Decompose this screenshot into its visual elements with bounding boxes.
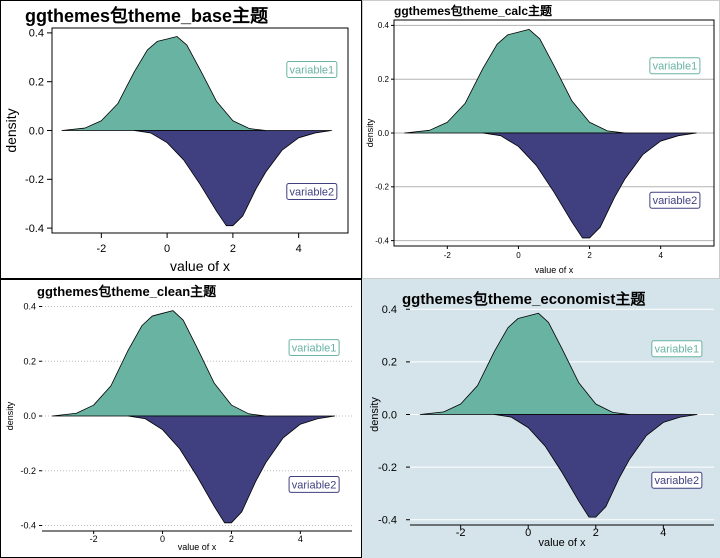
y-axis-label: density xyxy=(5,401,15,430)
chart-title: ggthemes包theme_calc主题 xyxy=(394,3,553,18)
x-tick-label: 4 xyxy=(660,527,666,539)
annotation-label: variable1 xyxy=(290,64,335,76)
x-tick-label: -2 xyxy=(456,527,466,539)
y-tick-label: -0.2 xyxy=(25,174,44,186)
annotation-label: variable1 xyxy=(292,343,337,355)
y-tick-label: 0.0 xyxy=(382,409,397,421)
annotation-variable1: variable1 xyxy=(288,339,340,357)
chart-title: ggthemes包theme_clean主题 xyxy=(37,284,217,299)
annotation-label: variable2 xyxy=(653,195,698,207)
y-tick-label: -0.4 xyxy=(25,223,44,235)
density-area-variable2 xyxy=(494,414,698,518)
x-tick-label: 4 xyxy=(298,534,303,544)
x-tick-label: 0 xyxy=(164,243,170,255)
annotation-variable2: variable2 xyxy=(286,183,338,200)
x-tick-label: 2 xyxy=(587,251,592,260)
annotation-box xyxy=(288,339,340,357)
density-area-variable2 xyxy=(127,415,336,524)
x-tick-label: 0 xyxy=(516,251,521,260)
y-tick-label: 0.2 xyxy=(29,77,44,89)
annotation-box xyxy=(649,191,701,209)
chart-theme-clean: -2 0 2 4 0.4 0.2 0.0 -0.2 -0.4 value of x density g… xyxy=(0,279,362,558)
density-area-variable1 xyxy=(419,312,630,415)
x-tick-label: 2 xyxy=(230,243,236,255)
chart-theme-calc: -2 0 2 4 0.4 0.2 0.0 -0.2 -0.4 value of x density g… xyxy=(362,0,720,279)
x-tick-label: 2 xyxy=(593,527,599,539)
y-tick-label: 0.4 xyxy=(29,28,44,40)
density-area-variable1 xyxy=(51,310,267,417)
y-tick-label: 0.4 xyxy=(378,21,390,30)
annotation-variable2: variable2 xyxy=(649,191,701,209)
annotation-label: variable1 xyxy=(655,344,700,356)
y-axis-label: density xyxy=(3,108,19,152)
y-tick-label: 0.4 xyxy=(23,302,36,312)
annotation-box xyxy=(288,475,340,493)
x-tick-label: 2 xyxy=(229,534,234,544)
x-tick-label: -2 xyxy=(444,251,452,260)
y-tick-label: 0.0 xyxy=(23,411,36,421)
y-tick-label: -0.4 xyxy=(375,236,389,245)
annotation-label: variable1 xyxy=(653,61,698,73)
y-tick-label: -0.2 xyxy=(20,466,36,476)
chart-title: ggthemes包theme_base主题 xyxy=(25,5,269,26)
y-tick-label: -0.4 xyxy=(378,515,397,527)
annotation-label: variable2 xyxy=(290,186,335,198)
density-area-variable2 xyxy=(482,132,697,239)
y-axis-label: density xyxy=(369,397,381,432)
x-axis-label: value of x xyxy=(178,542,217,552)
panel-border xyxy=(0,0,362,279)
annotation-label: variable2 xyxy=(655,475,700,487)
annotation-box xyxy=(286,183,338,200)
annotation-variable1: variable1 xyxy=(651,340,703,358)
x-axis-label: value of x xyxy=(170,258,230,274)
y-tick-label: -0.2 xyxy=(375,183,389,192)
y-tick-label: 0.0 xyxy=(29,125,44,137)
density-area-variable1 xyxy=(61,36,267,131)
annotation-variable1: variable1 xyxy=(649,57,701,75)
chart-theme-base: -2 0 2 4 0.4 0.2 0.0 -0.2 -0.4 value of x density g… xyxy=(0,0,362,279)
chart-theme-economist: -2 0 2 4 0.4 0.2 0.0 -0.2 -0.4 value of x density g… xyxy=(362,279,720,558)
x-tick-label: -2 xyxy=(90,534,98,544)
y-tick-label: 0.0 xyxy=(378,129,390,138)
x-axis-label: value of x xyxy=(535,265,574,275)
y-tick-label: -0.4 xyxy=(20,521,36,531)
y-tick-label: 0.4 xyxy=(382,304,397,316)
annotation-variable1: variable1 xyxy=(286,61,338,78)
x-tick-label: 0 xyxy=(525,527,531,539)
annotation-box xyxy=(286,61,338,78)
y-tick-label: 0.2 xyxy=(23,356,36,366)
annotation-box xyxy=(651,471,703,489)
annotation-box xyxy=(651,340,703,358)
x-tick-label: 0 xyxy=(160,534,165,544)
chart-title: ggthemes包theme_economist主题 xyxy=(402,290,646,308)
y-tick-label: 0.2 xyxy=(382,357,397,369)
density-area-variable1 xyxy=(404,29,626,134)
density-area-variable2 xyxy=(133,130,332,227)
x-tick-label: -2 xyxy=(96,243,106,255)
x-tick-label: 4 xyxy=(296,243,302,255)
annotation-label: variable2 xyxy=(292,479,337,491)
annotation-box xyxy=(649,57,701,75)
x-axis-label: value of x xyxy=(538,537,586,549)
y-axis-label: density xyxy=(365,118,375,147)
y-tick-label: 0.2 xyxy=(378,75,390,84)
y-tick-label: -0.2 xyxy=(378,462,397,474)
x-tick-label: 4 xyxy=(658,251,663,260)
annotation-variable2: variable2 xyxy=(651,471,703,489)
annotation-variable2: variable2 xyxy=(288,475,340,493)
